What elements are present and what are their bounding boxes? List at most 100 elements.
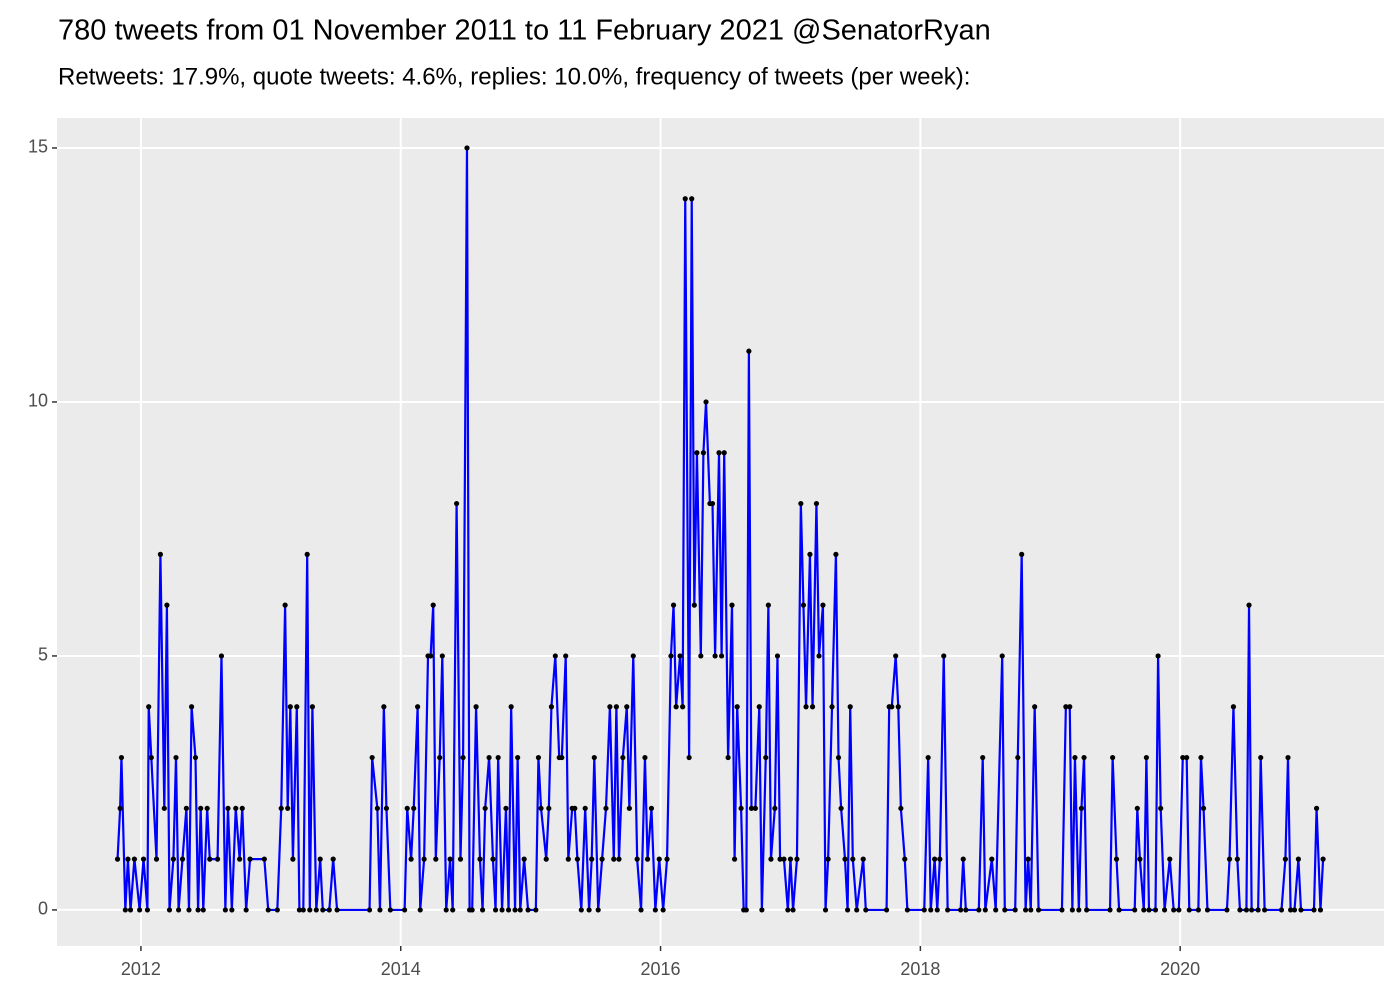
point bbox=[1186, 907, 1192, 913]
point bbox=[1291, 907, 1298, 913]
point bbox=[1137, 856, 1143, 862]
point bbox=[616, 856, 622, 862]
point bbox=[546, 805, 552, 811]
point bbox=[1230, 704, 1237, 710]
point bbox=[798, 500, 804, 507]
point bbox=[1285, 754, 1291, 761]
y-tick-label: 10 bbox=[28, 391, 48, 411]
point bbox=[1134, 805, 1140, 811]
point bbox=[958, 907, 964, 913]
point bbox=[415, 704, 421, 710]
point bbox=[377, 907, 383, 913]
point bbox=[829, 704, 835, 710]
point bbox=[774, 653, 781, 659]
point bbox=[543, 856, 549, 862]
point bbox=[729, 602, 735, 608]
point bbox=[680, 704, 686, 710]
point bbox=[443, 907, 449, 913]
point bbox=[204, 805, 210, 811]
point bbox=[330, 856, 336, 862]
point bbox=[1028, 907, 1034, 913]
point bbox=[428, 653, 434, 659]
point bbox=[477, 856, 483, 862]
point bbox=[548, 704, 555, 710]
point bbox=[842, 856, 848, 862]
point bbox=[781, 856, 787, 862]
point bbox=[748, 805, 755, 811]
point bbox=[447, 856, 453, 862]
point bbox=[611, 856, 617, 862]
point bbox=[603, 805, 609, 811]
point bbox=[125, 856, 131, 862]
point bbox=[904, 907, 910, 913]
point bbox=[1015, 754, 1021, 761]
point bbox=[578, 907, 584, 913]
point bbox=[820, 602, 826, 608]
point bbox=[131, 856, 138, 862]
point bbox=[200, 907, 206, 913]
point bbox=[638, 907, 644, 913]
point bbox=[898, 805, 904, 811]
point bbox=[1313, 805, 1320, 811]
point bbox=[503, 805, 509, 811]
point bbox=[800, 602, 807, 608]
point bbox=[439, 653, 445, 659]
point bbox=[214, 856, 221, 862]
point bbox=[307, 907, 313, 913]
point bbox=[682, 196, 688, 202]
point bbox=[1059, 907, 1065, 913]
point bbox=[620, 754, 626, 761]
point bbox=[166, 907, 173, 913]
point bbox=[709, 500, 716, 507]
point bbox=[366, 907, 373, 913]
point bbox=[1035, 907, 1042, 913]
point bbox=[1143, 754, 1150, 761]
point bbox=[430, 602, 436, 608]
point bbox=[644, 856, 651, 862]
point bbox=[777, 856, 783, 862]
point bbox=[759, 907, 765, 913]
point bbox=[607, 704, 613, 710]
point bbox=[889, 704, 895, 710]
point bbox=[860, 856, 866, 862]
point bbox=[1076, 907, 1082, 913]
point bbox=[772, 805, 778, 811]
point bbox=[148, 754, 154, 761]
point bbox=[490, 856, 496, 862]
point bbox=[433, 856, 439, 862]
point bbox=[300, 907, 306, 913]
point bbox=[402, 907, 408, 913]
point bbox=[161, 805, 167, 811]
point bbox=[670, 602, 677, 608]
point bbox=[469, 907, 475, 913]
x-tick-label: 2020 bbox=[1160, 959, 1200, 979]
point bbox=[153, 856, 160, 862]
point bbox=[807, 551, 813, 557]
point bbox=[731, 856, 738, 862]
point bbox=[140, 856, 147, 862]
point bbox=[1198, 754, 1204, 761]
point bbox=[1063, 704, 1069, 710]
point bbox=[515, 754, 521, 761]
point bbox=[599, 856, 605, 862]
point bbox=[265, 907, 271, 913]
point bbox=[225, 805, 231, 811]
point bbox=[589, 856, 595, 862]
point bbox=[648, 805, 655, 811]
point bbox=[450, 907, 456, 913]
point bbox=[1161, 907, 1168, 913]
point bbox=[517, 907, 523, 913]
x-tick-label: 2012 bbox=[121, 959, 161, 979]
point bbox=[574, 856, 581, 862]
point bbox=[146, 704, 152, 710]
point bbox=[222, 907, 228, 913]
point bbox=[1184, 754, 1190, 761]
point bbox=[1262, 907, 1268, 913]
point bbox=[746, 348, 752, 354]
point bbox=[1012, 907, 1018, 913]
point bbox=[294, 704, 300, 710]
point bbox=[320, 907, 326, 913]
point bbox=[941, 653, 947, 659]
point bbox=[239, 805, 245, 811]
point bbox=[282, 602, 288, 608]
